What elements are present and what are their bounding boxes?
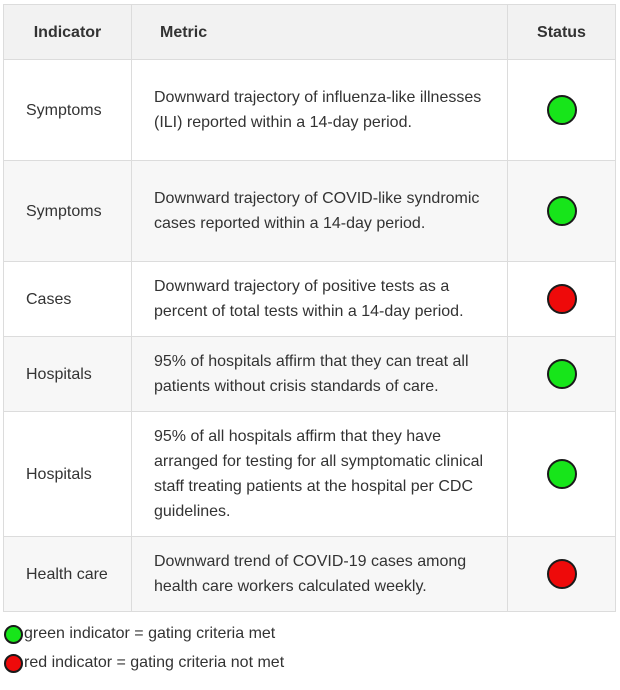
metric-cell: Downward trend of COVID-19 cases among h… — [131, 536, 508, 612]
legend-red-label: red indicator = gating criteria not met — [24, 654, 285, 671]
table-row: Hospitals 95% of hospitals affirm that t… — [3, 336, 616, 412]
red-dot-icon — [4, 653, 23, 673]
table-row: Symptoms Downward trajectory of COVID-li… — [3, 160, 616, 262]
indicator-cell: Cases — [3, 261, 132, 337]
status-cell — [507, 261, 616, 337]
table-row: Hospitals 95% of all hospitals affirm th… — [3, 411, 616, 537]
indicator-cell: Hospitals — [3, 411, 132, 537]
header-indicator: Indicator — [3, 4, 132, 60]
green-status-icon — [546, 196, 577, 226]
table-row: Symptoms Downward trajectory of influenz… — [3, 59, 616, 161]
green-status-icon — [546, 95, 577, 125]
indicator-cell: Symptoms — [3, 160, 132, 262]
red-status-icon — [546, 284, 577, 314]
status-cell — [507, 411, 616, 537]
table-row: Cases Downward trajectory of positive te… — [3, 261, 616, 337]
header-metric: Metric — [131, 4, 508, 60]
legend-green: green indicator = gating criteria met — [4, 624, 275, 644]
green-status-icon — [546, 359, 577, 389]
table-header-row: Indicator Metric Status — [3, 4, 616, 60]
legend-green-label: green indicator = gating criteria met — [24, 625, 276, 642]
header-status: Status — [507, 4, 616, 60]
indicator-cell: Health care — [3, 536, 132, 612]
metric-cell: 95% of hospitals affirm that they can tr… — [131, 336, 508, 412]
metric-cell: Downward trajectory of influenza-like il… — [131, 59, 508, 161]
gating-criteria-table: Indicator Metric Status Symptoms Downwar… — [3, 4, 616, 612]
status-cell — [507, 536, 616, 612]
green-dot-icon — [4, 624, 23, 644]
red-status-icon — [546, 559, 577, 589]
metric-cell: 95% of all hospitals affirm that they ha… — [131, 411, 508, 537]
green-status-icon — [546, 459, 577, 489]
status-cell — [507, 160, 616, 262]
status-cell — [507, 59, 616, 161]
metric-cell: Downward trajectory of COVID-like syndro… — [131, 160, 508, 262]
legend-red: red indicator = gating criteria not met — [4, 653, 284, 673]
status-cell — [507, 336, 616, 412]
indicator-cell: Symptoms — [3, 59, 132, 161]
metric-cell: Downward trajectory of positive tests as… — [131, 261, 508, 337]
indicator-cell: Hospitals — [3, 336, 132, 412]
table-row: Health care Downward trend of COVID-19 c… — [3, 536, 616, 612]
